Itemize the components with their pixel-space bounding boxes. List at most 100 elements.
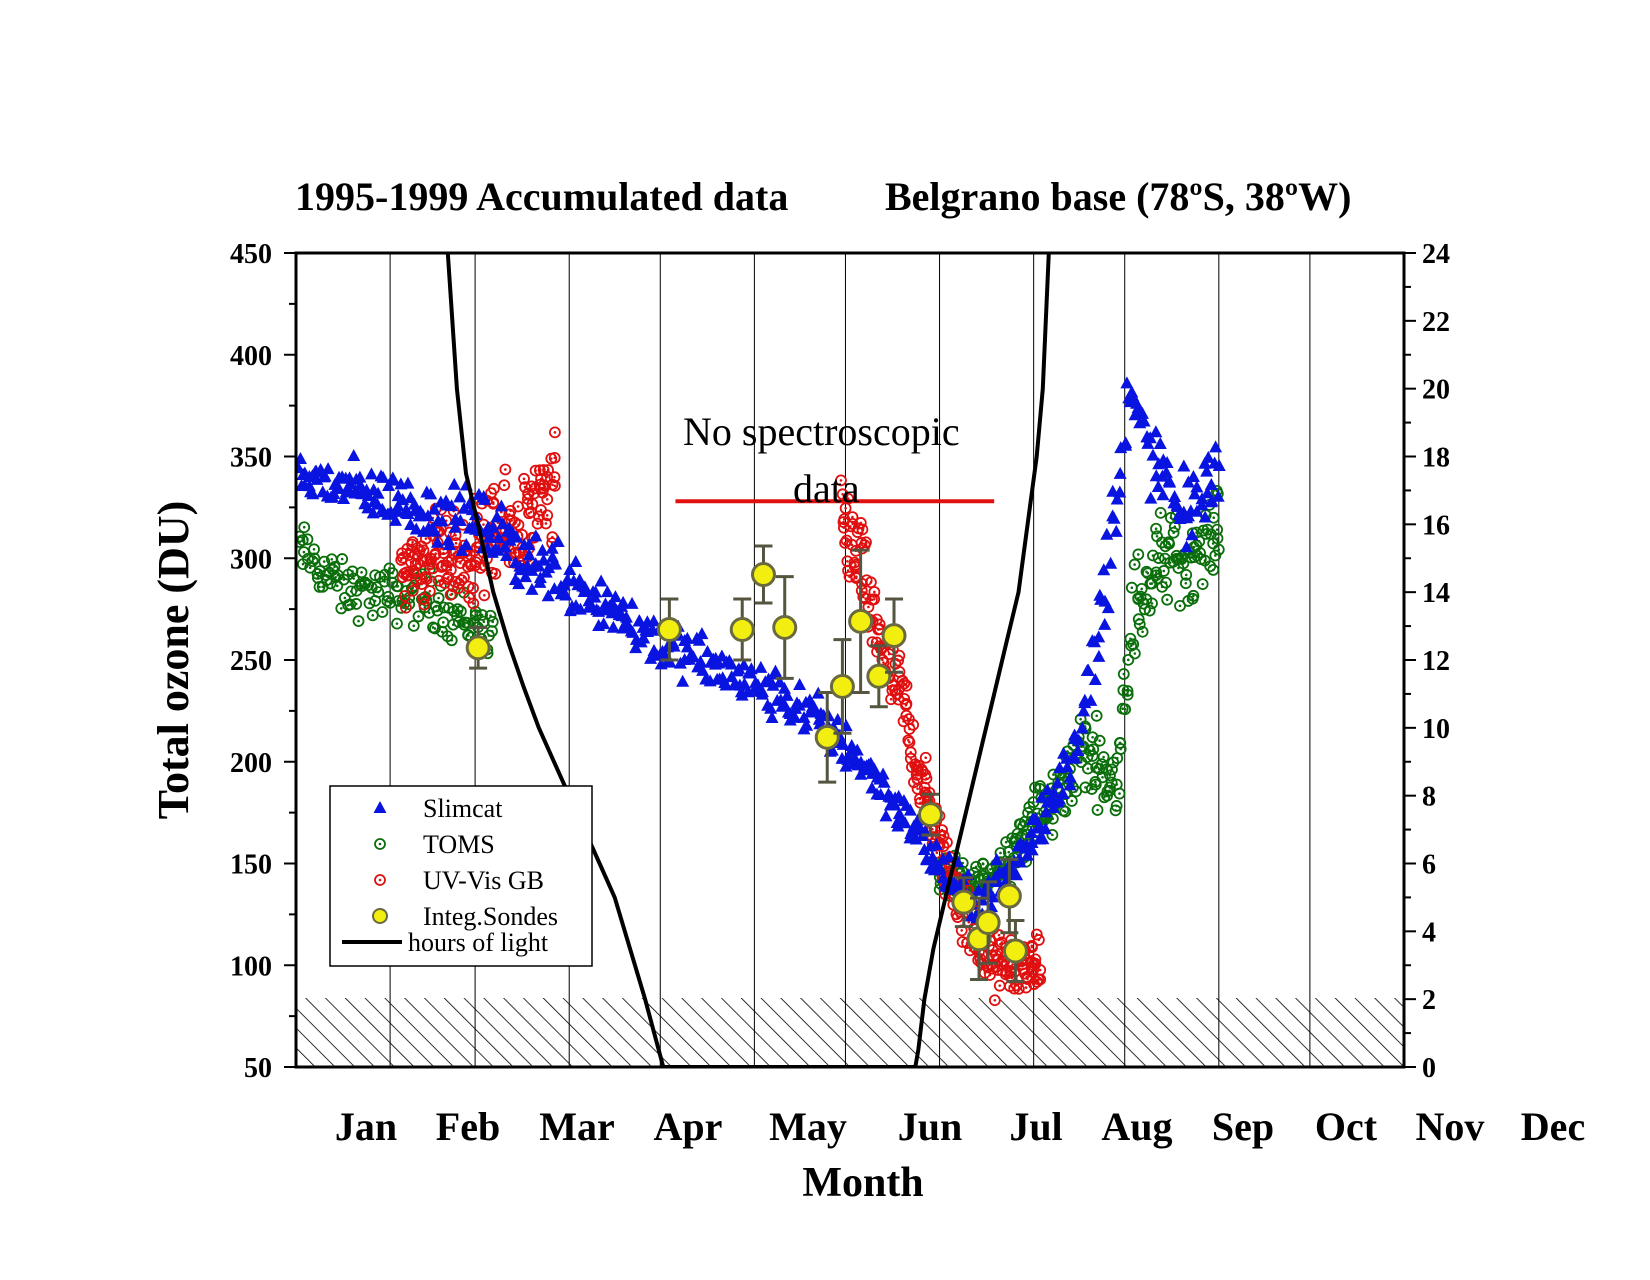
slimcat-marker bbox=[337, 491, 351, 504]
slimcat-marker bbox=[430, 535, 444, 548]
toms-marker-center bbox=[480, 613, 484, 617]
data-layer bbox=[296, 376, 1226, 1007]
uvvis-marker-ring bbox=[417, 555, 430, 568]
slimcat-marker bbox=[741, 685, 755, 698]
y2-tick-label: 0 bbox=[1422, 1053, 1436, 1084]
uvvis-marker-center bbox=[923, 786, 927, 789]
slimcat-marker bbox=[1190, 480, 1204, 493]
uvvis-marker-center bbox=[919, 801, 922, 805]
slimcat-marker bbox=[909, 832, 923, 845]
toms-marker-ring bbox=[1207, 564, 1220, 576]
sonde-marker bbox=[829, 673, 855, 699]
annotation-no-data: No spectroscopic data bbox=[675, 409, 995, 511]
toms-marker-ring bbox=[336, 553, 349, 565]
uvvis-marker-ring bbox=[988, 994, 1001, 1007]
slimcat-marker bbox=[1195, 498, 1209, 511]
slimcat-marker bbox=[1171, 499, 1185, 512]
uvvis-marker-center bbox=[905, 684, 908, 687]
toms-marker-center bbox=[381, 610, 384, 614]
uvvis-marker-center bbox=[851, 515, 854, 519]
slimcat-marker bbox=[990, 853, 1004, 866]
toms-marker-center bbox=[371, 614, 375, 617]
slimcat-marker bbox=[494, 499, 508, 512]
uvvis-marker bbox=[900, 679, 913, 692]
slimcat-marker bbox=[1039, 805, 1053, 818]
slimcat-marker bbox=[888, 798, 902, 811]
toms-marker-center bbox=[1217, 548, 1221, 551]
uvvis-marker bbox=[542, 464, 554, 476]
sonde-marker bbox=[465, 635, 491, 661]
slimcat-marker bbox=[777, 696, 791, 709]
uvvis-marker-center bbox=[924, 756, 928, 760]
slimcat-marker bbox=[1153, 437, 1167, 450]
toms-marker-center bbox=[331, 568, 335, 572]
uvvis-marker-center bbox=[457, 582, 461, 585]
y-tick-label: 300 bbox=[230, 544, 272, 575]
x-tick-label: Jan bbox=[335, 1104, 397, 1149]
toms-marker-center bbox=[1086, 767, 1090, 770]
slimcat-marker bbox=[525, 582, 539, 595]
slimcat-marker bbox=[1025, 835, 1039, 848]
uvvis-marker-center bbox=[467, 596, 471, 600]
sonde-marker bbox=[772, 614, 798, 640]
slimcat-marker bbox=[563, 563, 577, 576]
uvvis-marker-ring bbox=[936, 824, 948, 837]
toms-marker bbox=[1212, 543, 1225, 556]
uvvis-marker-center bbox=[474, 561, 478, 564]
toms-marker-center bbox=[1115, 783, 1119, 786]
y2-tick-label: 6 bbox=[1422, 850, 1436, 881]
toms-marker bbox=[1211, 532, 1224, 545]
uvvis-marker-center bbox=[882, 661, 885, 664]
slimcat-marker bbox=[1200, 464, 1214, 477]
slimcat-marker bbox=[1201, 450, 1215, 463]
toms-marker-center bbox=[1063, 810, 1067, 813]
uvvis-marker-center bbox=[902, 682, 906, 685]
y-tick-label: 100 bbox=[230, 951, 272, 982]
toms-marker-center bbox=[1165, 598, 1169, 601]
uvvis-marker-center bbox=[482, 564, 486, 567]
toms-marker-center bbox=[1091, 748, 1095, 751]
uvvis-marker-center bbox=[428, 589, 432, 593]
uvvis-marker-center bbox=[542, 483, 546, 487]
toms-marker bbox=[1125, 581, 1138, 594]
slimcat-marker bbox=[917, 842, 931, 855]
slimcat-marker bbox=[680, 631, 694, 644]
legend-marker-toms bbox=[374, 838, 386, 850]
toms-marker-center bbox=[1155, 535, 1159, 538]
toms-marker bbox=[1046, 812, 1059, 825]
uvvis-marker-center bbox=[412, 572, 416, 576]
toms-marker-center bbox=[1182, 562, 1185, 565]
uvvis-marker-center bbox=[1038, 968, 1042, 972]
toms-marker bbox=[1143, 604, 1156, 617]
uvvis-marker-ring bbox=[400, 601, 412, 614]
toms-marker-ring bbox=[484, 609, 497, 622]
toms-marker bbox=[352, 615, 365, 628]
toms-marker-ring bbox=[1105, 776, 1118, 789]
toms-marker bbox=[407, 619, 420, 632]
uvvis-marker-center bbox=[502, 483, 506, 487]
uvvis-marker bbox=[902, 734, 915, 747]
toms-marker-ring bbox=[452, 616, 465, 628]
uvvis-marker-center bbox=[905, 702, 908, 706]
slimcat-marker bbox=[608, 590, 622, 603]
toms-marker bbox=[429, 622, 441, 635]
toms-marker-center bbox=[1184, 573, 1188, 577]
toms-marker-center bbox=[1038, 787, 1042, 791]
uvvis-marker bbox=[548, 451, 561, 464]
uvvis-marker-center bbox=[434, 552, 437, 555]
uvvis-marker-ring bbox=[412, 557, 424, 570]
toms-marker-center bbox=[1013, 840, 1016, 843]
toms-marker-center bbox=[354, 602, 358, 606]
toms-marker bbox=[1034, 780, 1046, 792]
toms-marker-ring bbox=[1196, 578, 1209, 591]
toms-marker-center bbox=[334, 575, 337, 579]
uvvis-marker bbox=[856, 523, 869, 536]
slimcat-marker bbox=[421, 509, 435, 522]
toms-marker-ring bbox=[298, 521, 311, 534]
toms-marker-ring bbox=[329, 571, 342, 584]
slimcat-marker bbox=[486, 520, 500, 533]
uvvis-marker-center bbox=[1000, 960, 1003, 963]
toms-marker-center bbox=[330, 557, 334, 561]
uvvis-marker-ring bbox=[854, 517, 867, 529]
slimcat-marker bbox=[1092, 630, 1106, 643]
